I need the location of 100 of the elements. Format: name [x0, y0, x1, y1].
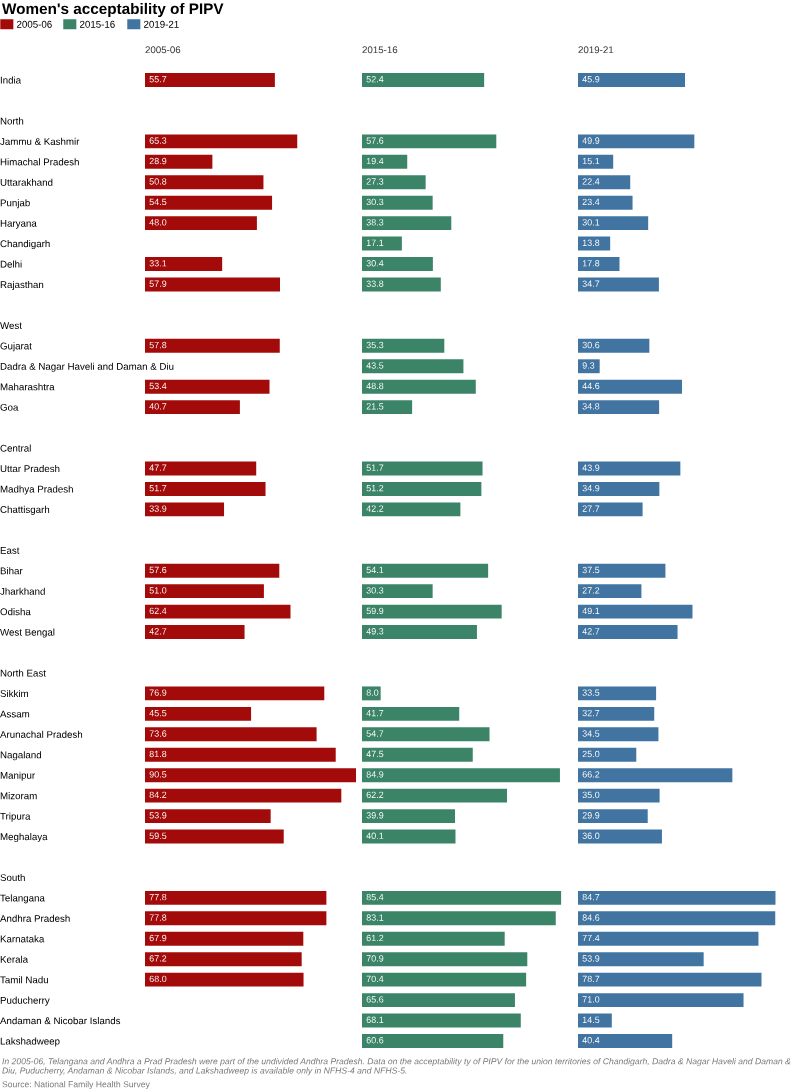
data-label: 25.0 — [582, 750, 600, 758]
y-tick-label: Uttarakhand — [0, 178, 53, 186]
bar — [362, 236, 402, 251]
y-tick-label: Chandigarh — [0, 240, 50, 250]
data-label: 45.9 — [582, 76, 600, 83]
y-tick-label: Rajasthan — [0, 280, 44, 291]
bar — [362, 993, 515, 1008]
data-label: 65.6 — [366, 996, 384, 1003]
data-label: 50.8 — [149, 178, 167, 185]
bar — [145, 911, 327, 926]
bar — [362, 481, 482, 496]
data-label: 39.9 — [366, 812, 384, 819]
data-label: 40.1 — [366, 832, 384, 839]
bar — [145, 154, 213, 169]
data-label: 76.9 — [149, 689, 167, 696]
bar — [362, 747, 473, 762]
y-tick-label: Tripura — [0, 812, 31, 822]
data-label: 59.5 — [149, 832, 167, 839]
data-label: 83.1 — [366, 914, 384, 921]
data-label: 84.7 — [582, 893, 600, 901]
bar — [145, 768, 356, 783]
bar — [578, 461, 681, 476]
y-tick-label: Andaman & Nicobar Islands — [0, 1017, 121, 1025]
data-label: 71.0 — [582, 996, 600, 1003]
data-label: 77.4 — [582, 934, 600, 942]
bar — [362, 931, 505, 946]
y-tick-label: Lakshadweep — [0, 1037, 60, 1047]
bar — [145, 338, 280, 353]
bar — [578, 175, 631, 190]
bar — [145, 747, 336, 762]
data-label: 54.7 — [366, 730, 384, 737]
bar — [145, 400, 240, 415]
bar — [362, 768, 560, 783]
y-tick-label: Puducherry — [0, 996, 50, 1006]
bar — [145, 134, 298, 149]
x-axis-title: 2019-21 — [578, 46, 614, 54]
bar — [578, 809, 648, 824]
bar — [145, 686, 325, 701]
data-label: 70.9 — [366, 955, 384, 962]
data-label: 68.0 — [149, 975, 167, 983]
data-label: 47.5 — [366, 750, 384, 758]
data-label: 84.2 — [149, 791, 167, 799]
data-label: 51.2 — [366, 484, 384, 492]
data-label: 84.6 — [582, 914, 600, 921]
bar — [145, 481, 266, 496]
y-tick-label: West — [0, 322, 22, 329]
bar — [578, 706, 655, 721]
bar — [578, 502, 643, 517]
bar — [145, 788, 342, 803]
bar — [578, 747, 637, 762]
data-label: 30.3 — [366, 587, 384, 594]
y-tick-label: North — [0, 117, 24, 125]
bar — [578, 1013, 612, 1028]
data-label: 42.7 — [149, 628, 167, 635]
bar — [578, 911, 776, 926]
data-label: 85.4 — [366, 893, 384, 901]
data-label: 48.0 — [149, 219, 167, 226]
data-label: 43.5 — [366, 362, 384, 369]
text: In 2005-06, Telangana and Andhra a Prad Pradesh were part of the undivided Andhra Pradesh. Data on the acceptability ty of PIPV for the union territories of Chandigarh, Dadra & Nagar Haveli and Daman & Diu, Puducherry, Andaman & Nicobar Islands, and Lakshadweep is available only in NFHS-4 and NFHS-5. — [2, 1058, 791, 1076]
data-label: 29.9 — [582, 812, 600, 819]
bar — [578, 829, 662, 844]
bar — [362, 686, 381, 701]
bar — [145, 604, 291, 619]
y-tick-label: Arunachal Pradesh — [0, 730, 83, 738]
y-tick-label: Mizoram — [0, 792, 37, 800]
bar — [145, 972, 304, 987]
bar — [145, 952, 302, 967]
bar — [362, 911, 556, 926]
y-tick-label: Kerala — [0, 955, 29, 963]
bar — [145, 727, 317, 742]
legend-label: 2015-16 — [80, 20, 115, 28]
bar — [145, 809, 271, 824]
bar — [578, 257, 620, 271]
data-label: 27.3 — [366, 178, 384, 185]
bar — [362, 73, 485, 87]
bar — [578, 788, 660, 803]
bar — [362, 257, 433, 271]
data-label: 40.7 — [149, 403, 167, 410]
data-label: 35.0 — [582, 791, 600, 799]
data-label: 51.7 — [149, 485, 167, 492]
bar — [362, 359, 464, 374]
bar — [578, 563, 666, 578]
chart-title: Women's acceptability of PIPV — [2, 2, 224, 18]
bar — [578, 890, 776, 905]
data-label: 44.6 — [582, 382, 600, 390]
bar — [578, 481, 660, 496]
data-label: 33.1 — [149, 260, 167, 267]
y-tick-label: Assam — [0, 710, 30, 718]
bar — [578, 379, 682, 394]
bar — [362, 502, 461, 517]
data-label: 48.8 — [366, 382, 384, 390]
data-label: 65.3 — [149, 137, 167, 144]
data-label: 33.8 — [366, 280, 384, 287]
data-label: 35.3 — [366, 341, 384, 349]
bar — [362, 727, 490, 742]
x-axis-title: 2005-06 — [145, 46, 181, 54]
bar — [362, 604, 502, 619]
data-label: 61.2 — [366, 934, 384, 942]
y-tick-label: Karnataka — [0, 935, 45, 943]
y-tick-label: Haryana — [0, 219, 37, 229]
